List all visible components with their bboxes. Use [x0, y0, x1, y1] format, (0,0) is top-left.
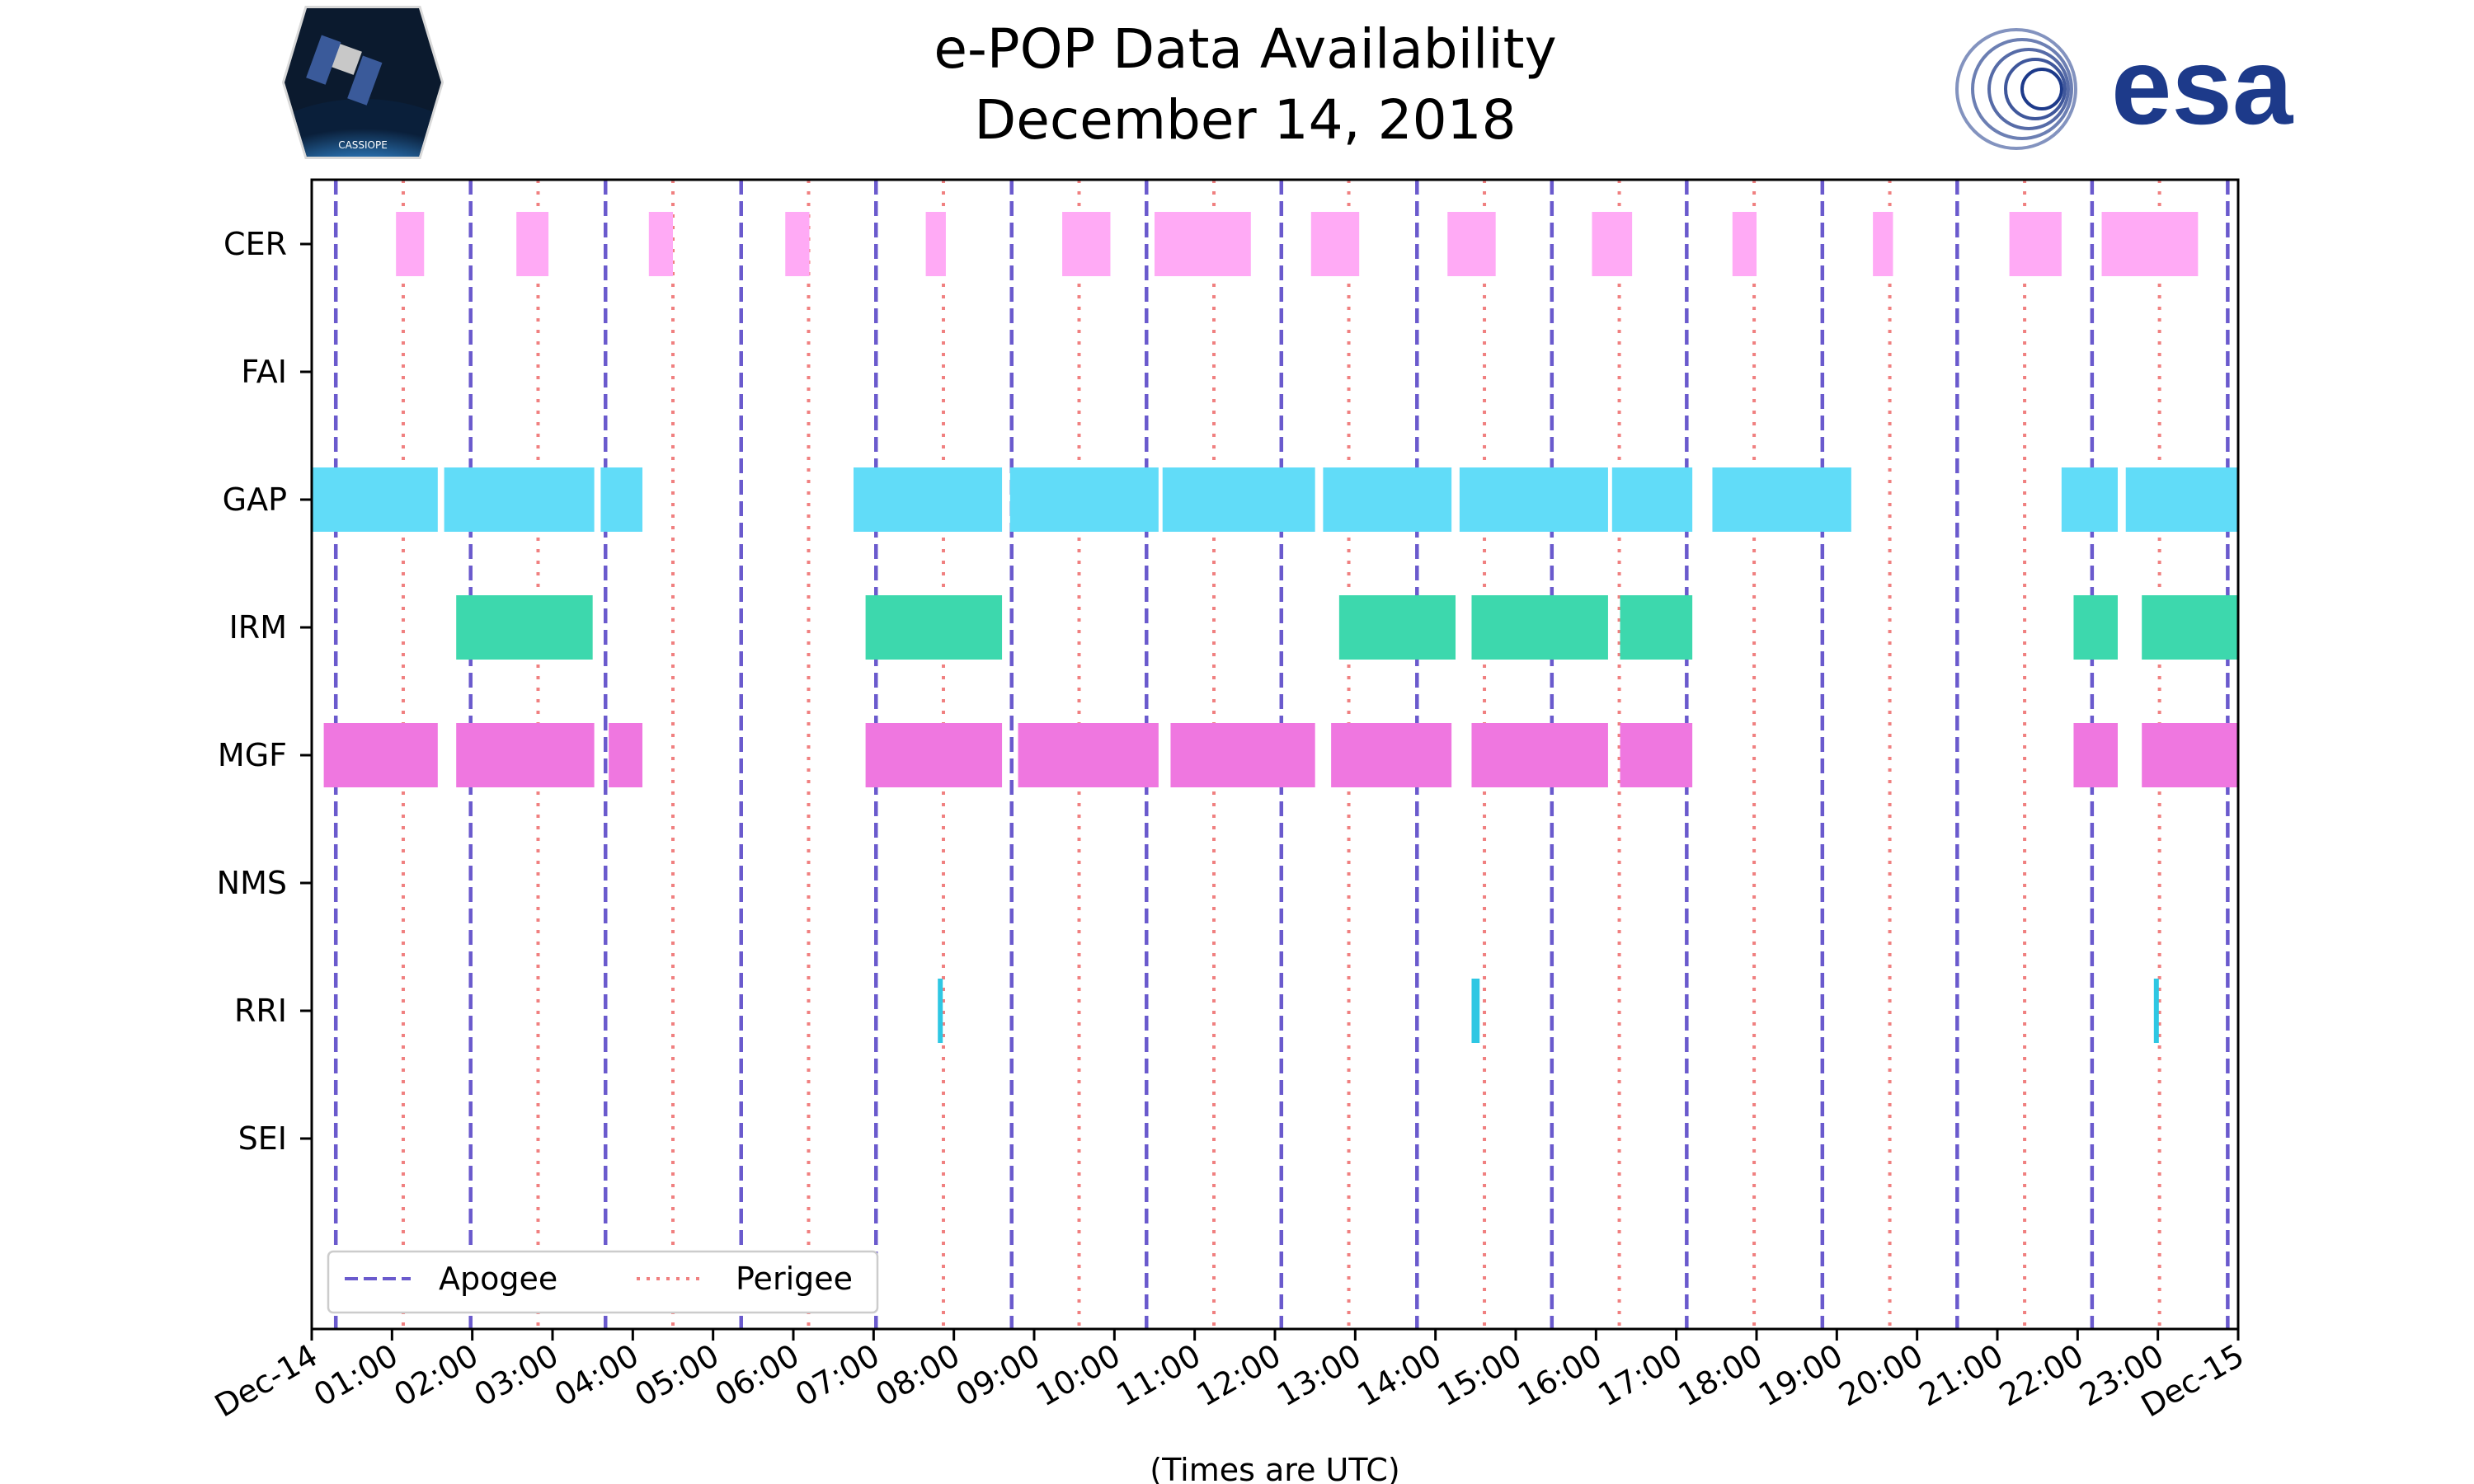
esa-logo-swirl [1955, 28, 2077, 150]
x-tick-label-19: 19:00 [1752, 1337, 1849, 1414]
gap-bar-1 [444, 467, 595, 532]
irm-bar-0 [456, 595, 593, 660]
x-tick-label-10: 10:00 [1030, 1337, 1126, 1414]
mgf-bar-4 [1018, 723, 1159, 787]
irm-bar-6 [2142, 595, 2238, 660]
cer-bar-4 [925, 212, 946, 276]
rri-bar-1 [1471, 979, 1480, 1043]
cer-bar-12 [2009, 212, 2062, 276]
legend-box [327, 1250, 879, 1314]
x-axis-label: (Times are UTC) [1150, 1452, 1399, 1484]
gap-bar-11 [2125, 467, 2238, 532]
legend-perigee-label: Perigee [736, 1261, 853, 1297]
x-tick-label-17: 17:00 [1592, 1337, 1688, 1414]
mgf-bar-0 [323, 723, 438, 787]
availability-bars [312, 212, 2238, 1043]
x-tick-label-5: 05:00 [628, 1337, 725, 1414]
irm-bar-5 [2073, 595, 2118, 660]
x-tick-label-14: 14:00 [1351, 1337, 1447, 1414]
cer-bar-11 [1873, 212, 1893, 276]
cer-bar-5 [1062, 212, 1111, 276]
x-tick-label-6: 06:00 [709, 1337, 806, 1414]
cer-bar-10 [1732, 212, 1757, 276]
esa-logo: esa [1955, 26, 2294, 150]
y-tick-label-irm: IRM [229, 609, 287, 646]
mgf-bar-5 [1170, 723, 1315, 787]
x-tick-label-2: 02:00 [388, 1337, 484, 1414]
cer-bar-3 [785, 212, 810, 276]
gap-bar-2 [600, 467, 643, 532]
x-tick-label-9: 09:00 [950, 1337, 1047, 1414]
cer-bar-2 [648, 212, 673, 276]
x-tick-label-11: 11:00 [1110, 1337, 1206, 1414]
x-tick-label-21: 21:00 [1913, 1337, 2010, 1414]
cer-bar-6 [1155, 212, 1251, 276]
gap-bar-4 [1009, 467, 1159, 532]
x-tick-label-7: 07:00 [789, 1337, 886, 1414]
rri-bar-0 [938, 979, 943, 1043]
x-tick-label-0: Dec-14 [209, 1337, 323, 1425]
x-tick-label-1: 01:00 [308, 1337, 404, 1414]
x-tick-label-22: 22:00 [1993, 1337, 2090, 1414]
y-tick-label-gap: GAP [223, 481, 287, 518]
x-axis: Dec-1401:0002:0003:0004:0005:0006:0007:0… [209, 1329, 2251, 1425]
mgf-bar-2 [609, 723, 643, 787]
irm-bar-3 [1471, 595, 1608, 660]
mgf-bar-7 [1471, 723, 1608, 787]
x-tick-label-12: 12:00 [1191, 1337, 1287, 1414]
gap-bar-6 [1323, 467, 1452, 532]
gap-bar-0 [312, 467, 438, 532]
legend-apogee-label: Apogee [439, 1261, 557, 1297]
y-tick-label-sei: SEI [238, 1120, 287, 1157]
x-tick-label-3: 03:00 [468, 1337, 565, 1414]
mgf-bar-8 [1620, 723, 1693, 787]
x-tick-label-8: 08:00 [869, 1337, 966, 1414]
gap-bar-10 [2061, 467, 2118, 532]
x-tick-label-13: 13:00 [1271, 1337, 1367, 1414]
mgf-bar-1 [456, 723, 595, 787]
mgf-bar-3 [865, 723, 1003, 787]
x-tick-label-18: 18:00 [1672, 1337, 1769, 1414]
irm-bar-2 [1338, 595, 1456, 660]
x-tick-label-15: 15:00 [1432, 1337, 1528, 1414]
gap-bar-9 [1712, 467, 1851, 532]
chart-subtitle: December 14, 2018 [974, 88, 1516, 152]
chart-title: e-POP Data Availability [934, 17, 1556, 81]
cer-bar-0 [396, 212, 425, 276]
gap-bar-7 [1459, 467, 1608, 532]
mgf-bar-6 [1331, 723, 1452, 787]
x-tick-label-4: 04:00 [548, 1337, 645, 1414]
cer-bar-13 [2101, 212, 2199, 276]
y-axis: CER FAI GAP IRM MGF NMS RRI SEI [217, 226, 312, 1157]
reference-lines [333, 180, 2230, 1329]
rri-bar-2 [2153, 979, 2159, 1043]
y-tick-label-mgf: MGF [218, 737, 287, 773]
cer-bar-9 [1592, 212, 1633, 276]
gap-bar-3 [854, 467, 1003, 532]
mgf-bar-10 [2142, 723, 2238, 787]
x-tick-label-20: 20:00 [1832, 1337, 1929, 1414]
y-tick-label-rri: RRI [234, 993, 287, 1029]
x-tick-label-16: 16:00 [1512, 1337, 1608, 1414]
mgf-bar-9 [2073, 723, 2118, 787]
y-tick-label-cer: CER [223, 226, 287, 262]
cer-bar-7 [1310, 212, 1360, 276]
cer-bar-1 [516, 212, 549, 276]
y-tick-label-nms: NMS [217, 865, 287, 901]
irm-bar-1 [865, 595, 1003, 660]
legend: Apogee Perigee [327, 1250, 879, 1314]
cassiope-logo: CASSIOPE [281, 6, 444, 159]
y-tick-label-fai: FAI [241, 354, 287, 390]
cer-bar-8 [1447, 212, 1496, 276]
cassiope-logo-text: CASSIOPE [338, 139, 388, 151]
irm-bar-4 [1620, 595, 1693, 660]
gap-bar-8 [1611, 467, 1693, 532]
gap-bar-5 [1162, 467, 1315, 532]
esa-logo-text: esa [2111, 26, 2294, 147]
